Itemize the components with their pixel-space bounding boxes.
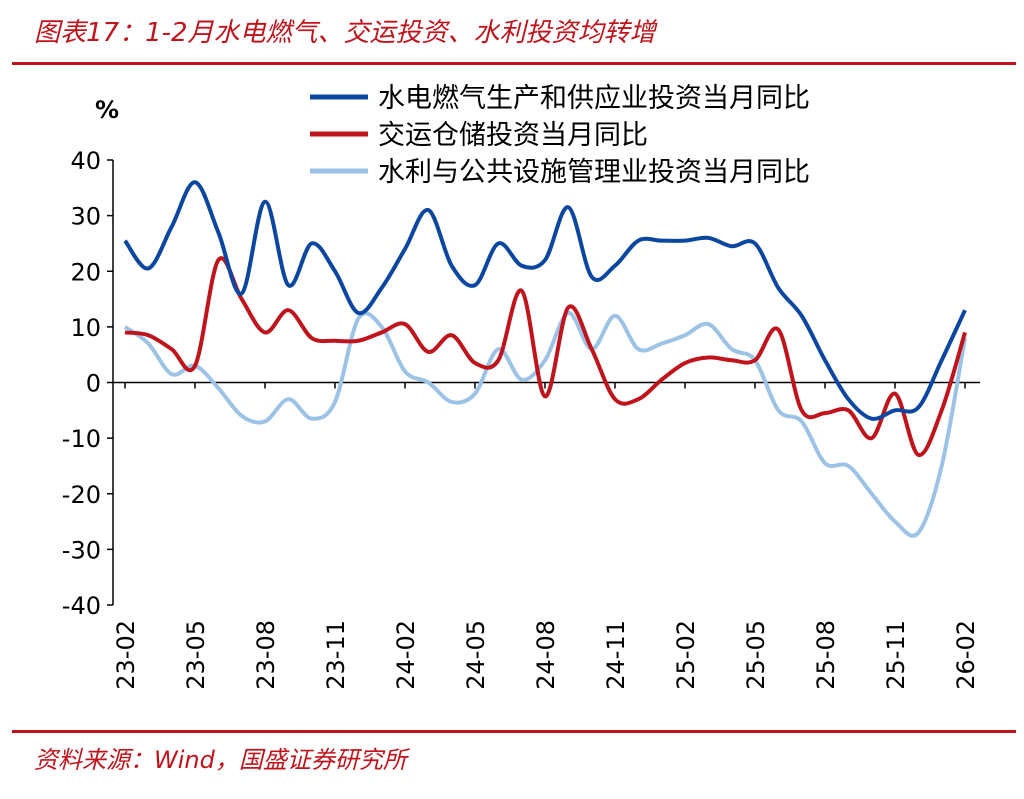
y-tick-label: 30	[70, 203, 101, 231]
source-note: 资料来源：Wind，国盛证券研究所	[34, 746, 407, 774]
y-axis-unit: %	[95, 96, 119, 124]
source-rule	[12, 730, 1016, 733]
legend-label-2: 水利与公共设施管理业投资当月同比	[378, 157, 810, 188]
y-tick-label: -10	[62, 425, 101, 453]
x-tick-label: 25-11	[882, 620, 910, 690]
x-tick-label: 25-05	[742, 620, 770, 690]
chart-title: 图表17：1-2月水电燃气、交运投资、水利投资均转增	[34, 18, 656, 48]
series-line-0	[123, 180, 967, 421]
legend-label-0: 水电燃气生产和供应业投资当月同比	[378, 83, 810, 114]
y-tick-label: 10	[70, 314, 101, 342]
line-chart: 40 30 20 10 0 -10 -20 -30 -40% 23-02 23-05 23-08 23-…	[62, 83, 980, 690]
y-tick-label: 40	[70, 147, 101, 175]
x-tick-label: 23-05	[182, 620, 210, 690]
title-rule	[12, 62, 1016, 65]
y-tick-label: -30	[62, 536, 101, 564]
x-tick-label: 25-02	[672, 620, 700, 690]
x-tick-label: 23-08	[252, 620, 280, 690]
x-tick-label: 24-02	[392, 620, 420, 690]
x-tick-label: 24-11	[602, 620, 630, 690]
y-tick-label: 20	[70, 258, 101, 286]
y-tick-label: -40	[62, 592, 101, 620]
x-tick-label: 24-08	[532, 620, 560, 690]
x-tick-label: 26-02	[952, 620, 980, 690]
series-line-2	[123, 310, 967, 538]
legend-label-1: 交运仓储投资当月同比	[378, 120, 648, 151]
x-tick-label: 23-11	[322, 620, 350, 690]
x-tick-label: 25-08	[812, 620, 840, 690]
y-tick-label: 0	[86, 370, 101, 398]
x-tick-label: 24-05	[462, 620, 490, 690]
y-tick-label: -20	[62, 481, 101, 509]
series-line-1	[124, 256, 967, 457]
x-tick-label: 23-02	[112, 620, 140, 690]
